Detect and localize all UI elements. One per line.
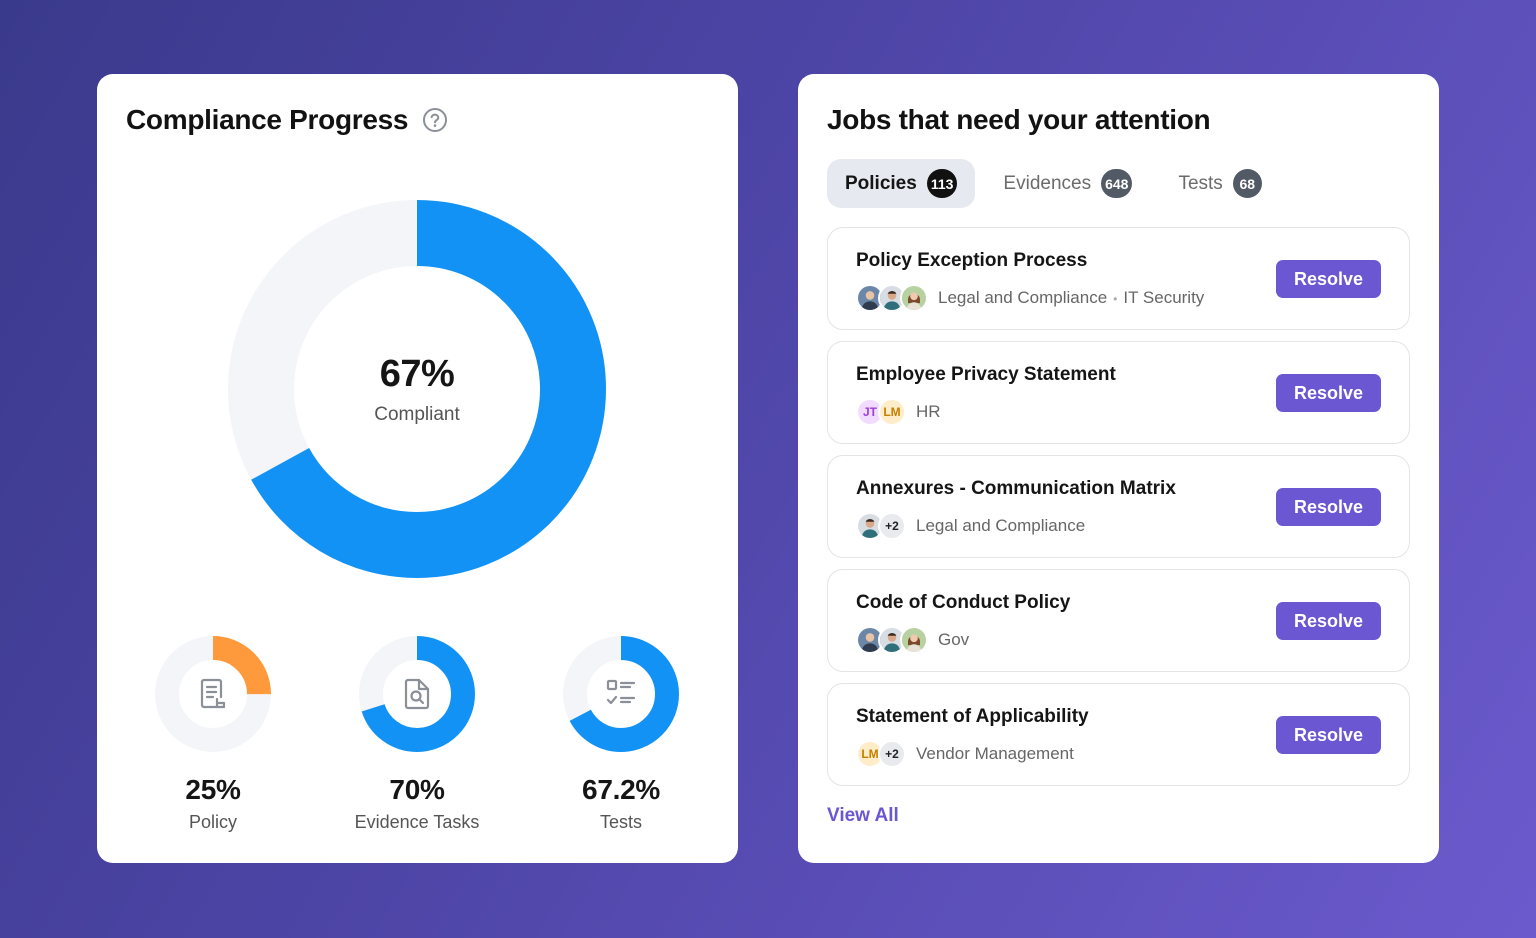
job-item[interactable]: Policy Exception Process Legal and Compl…	[827, 227, 1410, 330]
tab-tests-label: Tests	[1178, 172, 1223, 194]
job-item[interactable]: Employee Privacy Statement JT LM HR Reso…	[827, 341, 1410, 444]
compliance-label: Compliant	[374, 403, 460, 425]
compliance-progress-card: Compliance Progress 67% Compliant	[97, 74, 738, 863]
job-department: Legal and Compliance	[916, 516, 1086, 535]
job-meta: LM +2 Vendor Management	[856, 740, 1074, 768]
compliance-progress-title: Compliance Progress	[126, 104, 409, 135]
job-item[interactable]: Annexures - Communication Matrix +2 Lega…	[827, 455, 1410, 558]
tests-label: Tests	[599, 812, 642, 832]
tests-metric: 67.2% Tests	[561, 636, 681, 833]
avatar	[900, 626, 928, 654]
evidence-tasks-donut	[359, 636, 475, 752]
job-title: Employee Privacy Statement	[856, 364, 1116, 385]
tests-donut	[563, 636, 679, 752]
jobs-attention-title: Jobs that need your attention	[827, 104, 1211, 135]
view-all-link[interactable]: View All	[827, 805, 899, 826]
policy-metric: 25% Policy	[153, 636, 273, 833]
resolve-button[interactable]: Resolve	[1276, 716, 1381, 754]
job-item[interactable]: Statement of Applicability LM +2 Vendor …	[827, 683, 1410, 786]
policy-label: Policy	[188, 812, 237, 832]
job-department: Legal and Compliance • IT Security	[938, 288, 1205, 307]
document-icon	[193, 674, 233, 714]
job-meta: +2 Legal and Compliance	[856, 512, 1085, 540]
tab-policies-count: 113	[926, 169, 958, 198]
assignee-avatars: +2	[856, 512, 906, 540]
avatar	[856, 284, 884, 312]
assignee-avatars: LM +2	[856, 740, 906, 768]
job-meta: JT LM HR	[856, 398, 941, 426]
tests-percentage: 67.2%	[582, 774, 660, 805]
compliance-progress-header: Compliance Progress	[126, 104, 448, 136]
evidence-tasks-label: Evidence Tasks	[354, 812, 480, 832]
checklist-icon	[601, 674, 641, 714]
job-meta: Legal and Compliance • IT Security	[856, 284, 1204, 312]
avatar-more-count: +2	[878, 740, 906, 768]
resolve-button[interactable]: Resolve	[1276, 260, 1381, 298]
compliance-donut-arc	[228, 200, 606, 578]
evidence-tasks-metric: 70% Evidence Tasks	[354, 636, 480, 833]
question-circle-icon[interactable]	[422, 107, 448, 133]
resolve-button[interactable]: Resolve	[1276, 488, 1381, 526]
avatar-more-count: +2	[878, 512, 906, 540]
avatar	[900, 284, 928, 312]
policy-donut-arc	[155, 636, 271, 752]
policy-donut	[155, 636, 271, 752]
job-meta: Gov	[856, 626, 969, 654]
resolve-button[interactable]: Resolve	[1276, 602, 1381, 640]
job-title: Annexures - Communication Matrix	[856, 478, 1176, 499]
job-title: Policy Exception Process	[856, 250, 1088, 271]
tab-evidences-label: Evidences	[1003, 172, 1092, 194]
tab-tests[interactable]: Tests 68	[1160, 159, 1279, 208]
file-search-icon	[397, 674, 437, 714]
job-department: Vendor Management	[916, 744, 1074, 763]
evidence-tasks-donut-arc	[359, 636, 475, 752]
assignee-avatars	[856, 284, 928, 312]
policy-percentage: 25%	[185, 774, 241, 805]
compliance-donut-chart: 67% Compliant	[228, 200, 606, 578]
job-list: Policy Exception Process Legal and Compl…	[827, 227, 1410, 797]
tab-tests-count: 68	[1232, 169, 1262, 198]
compliance-percentage: 67%	[379, 352, 455, 395]
tests-donut-arc	[563, 636, 679, 752]
tab-evidences-count: 648	[1101, 169, 1133, 198]
tab-policies[interactable]: Policies 113	[827, 159, 976, 208]
assignee-avatars	[856, 626, 928, 654]
avatar-initials: LM	[878, 398, 906, 426]
job-department: HR	[916, 402, 941, 421]
job-title: Code of Conduct Policy	[856, 592, 1071, 613]
job-title: Statement of Applicability	[856, 706, 1089, 727]
jobs-attention-card: Jobs that need your attention Policies 1…	[798, 74, 1439, 863]
tab-evidences[interactable]: Evidences 648	[985, 159, 1150, 208]
evidence-tasks-percentage: 70%	[389, 774, 445, 805]
tab-policies-label: Policies	[845, 172, 917, 194]
job-department: Gov	[938, 630, 970, 649]
jobs-tabs: Policies 113 Evidences 648 Tests 68	[827, 159, 1280, 208]
job-item[interactable]: Code of Conduct Policy Gov Resolve	[827, 569, 1410, 672]
assignee-avatars: JT LM	[856, 398, 906, 426]
resolve-button[interactable]: Resolve	[1276, 374, 1381, 412]
